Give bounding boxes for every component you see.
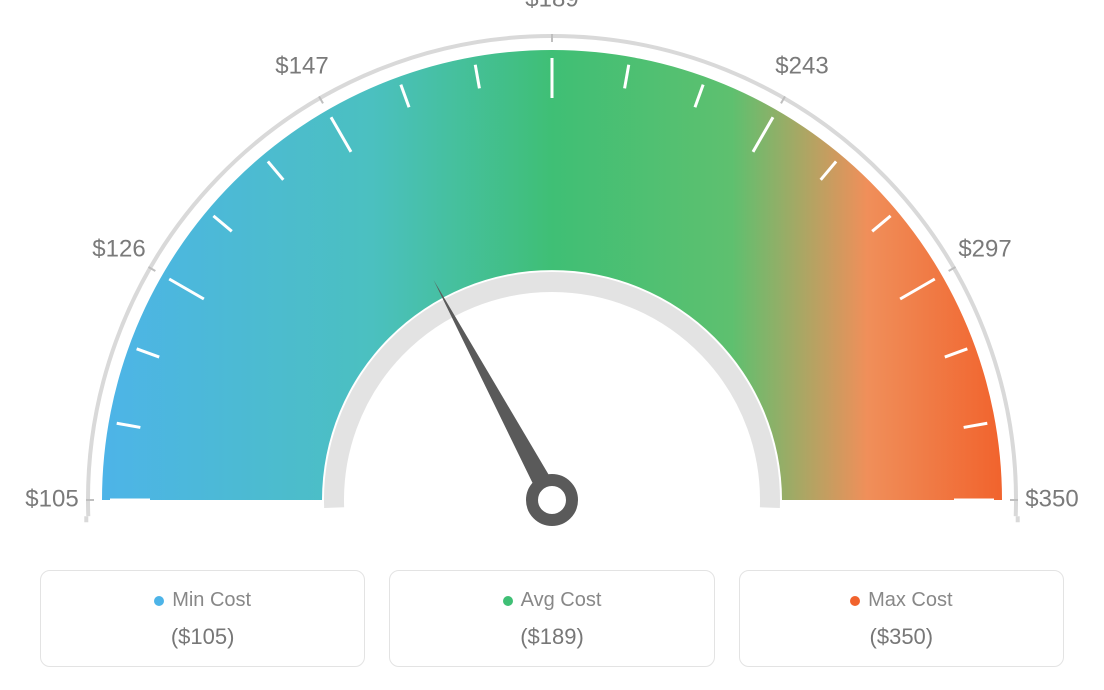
svg-text:$297: $297 [958,235,1011,262]
svg-text:$350: $350 [1025,485,1078,512]
svg-text:$189: $189 [525,0,578,12]
svg-text:$126: $126 [92,235,145,262]
svg-text:$243: $243 [775,52,828,79]
max-dot [850,596,860,606]
legend-card-min: Min Cost ($105) [40,570,365,667]
cost-gauge-chart: $105 $126 $147 $189 $243 $297 $350 [0,0,1104,560]
legend-row: Min Cost ($105) Avg Cost ($189) Max Cost… [0,570,1104,667]
min-value: ($105) [53,624,352,650]
svg-text:$105: $105 [25,485,78,512]
avg-label: Avg Cost [521,589,602,612]
svg-text:$147: $147 [275,52,328,79]
gauge-svg: $105 $126 $147 $189 $243 $297 $350 [0,0,1104,560]
legend-card-max: Max Cost ($350) [739,570,1064,667]
max-label: Max Cost [868,589,952,612]
max-value: ($350) [752,624,1051,650]
avg-dot [503,596,513,606]
min-dot [154,596,164,606]
avg-value: ($189) [402,624,701,650]
legend-card-avg: Avg Cost ($189) [389,570,714,667]
min-label: Min Cost [172,589,251,612]
